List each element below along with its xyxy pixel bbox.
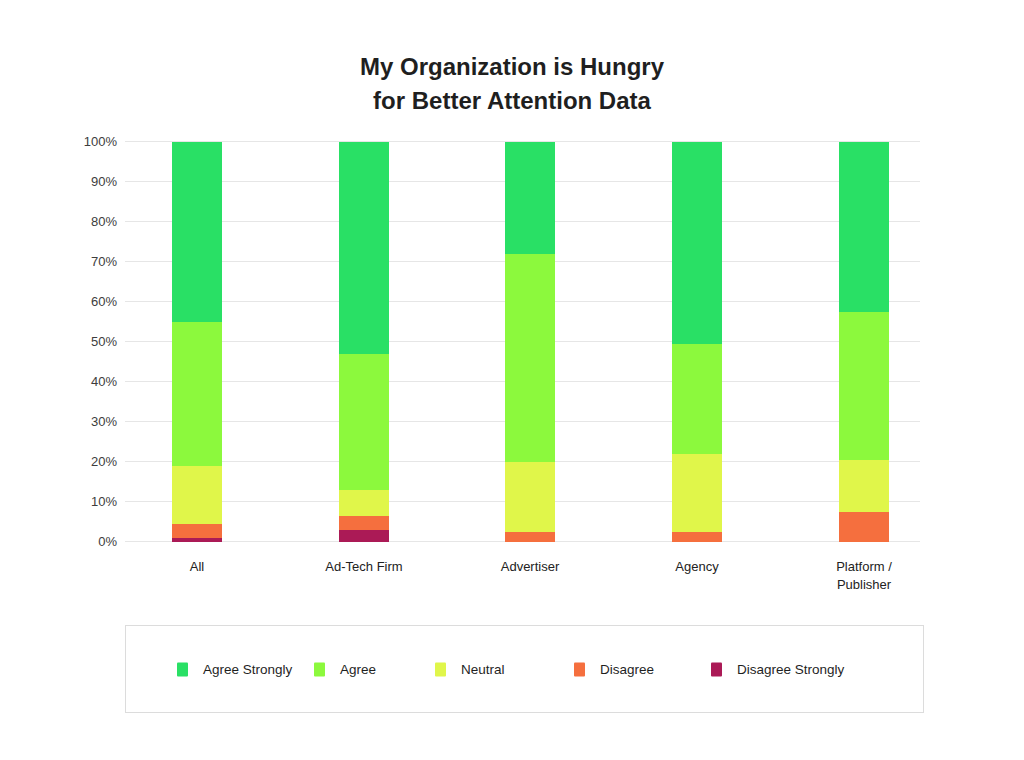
bar-segment-agree [672,344,722,454]
bar-segment-agree-strongly [172,142,222,322]
legend-label: Disagree Strongly [737,662,844,677]
bar-segment-disagree [505,532,555,542]
chart-title-line-1: My Organization is Hungry [0,50,1024,84]
legend-item-agree-strongly: Agree Strongly [177,662,292,677]
x-axis-label: All [132,558,262,576]
bar-segment-disagree-strongly [172,538,222,542]
bar-all [172,142,222,542]
y-tick-label: 0% [65,534,117,549]
bar-segment-agree-strongly [505,142,555,254]
bar-segment-disagree-strongly [339,530,389,542]
bar-ad-tech-firm [339,142,389,542]
plot-area: 0%10%20%30%40%50%60%70%80%90%100% [125,142,920,542]
bar-agency [672,142,722,542]
x-axis-label: Advertiser [465,558,595,576]
y-tick-label: 70% [65,254,117,269]
x-axis-label: Ad-Tech Firm [299,558,429,576]
bar-segment-disagree [339,516,389,530]
legend-swatch-icon [574,662,585,676]
bar-platform-publisher [839,142,889,542]
legend-label: Agree Strongly [203,662,292,677]
legend-swatch-icon [177,662,188,676]
legend-label: Disagree [600,662,654,677]
bar-advertiser [505,142,555,542]
y-tick-label: 100% [65,134,117,149]
y-tick-label: 90% [65,174,117,189]
bar-segment-agree [505,254,555,462]
legend-swatch-icon [314,662,325,676]
x-axis-label: Platform / Publisher [799,558,929,594]
legend-swatch-icon [435,662,446,676]
bar-segment-disagree [839,512,889,542]
y-tick-label: 50% [65,334,117,349]
bar-segment-agree [172,322,222,466]
x-axis-label: Agency [632,558,762,576]
bar-segment-agree-strongly [672,142,722,344]
legend-label: Agree [340,662,376,677]
bar-segment-neutral [505,462,555,532]
bar-segment-agree-strongly [339,142,389,354]
y-tick-label: 40% [65,374,117,389]
y-tick-label: 20% [65,454,117,469]
y-tick-label: 60% [65,294,117,309]
bar-segment-disagree [672,532,722,542]
bar-segment-agree-strongly [839,142,889,312]
bar-segment-disagree [172,524,222,538]
chart-title: My Organization is Hungry for Better Att… [0,50,1024,118]
bar-segment-neutral [172,466,222,524]
bar-segment-agree [339,354,389,490]
bar-segment-neutral [839,460,889,512]
legend-label: Neutral [461,662,505,677]
y-tick-label: 10% [65,494,117,509]
legend-item-neutral: Neutral [435,662,505,677]
y-tick-label: 30% [65,414,117,429]
bar-segment-agree [839,312,889,460]
legend: Agree Strongly Agree Neutral Disagree Disagr… [125,625,924,713]
legend-item-disagree: Disagree [574,662,654,677]
legend-item-agree: Agree [314,662,376,677]
legend-item-disagree-strongly: Disagree Strongly [711,662,844,677]
bar-segment-neutral [672,454,722,532]
chart-title-line-2: for Better Attention Data [0,84,1024,118]
y-tick-label: 80% [65,214,117,229]
legend-swatch-icon [711,662,722,676]
bar-segment-neutral [339,490,389,516]
